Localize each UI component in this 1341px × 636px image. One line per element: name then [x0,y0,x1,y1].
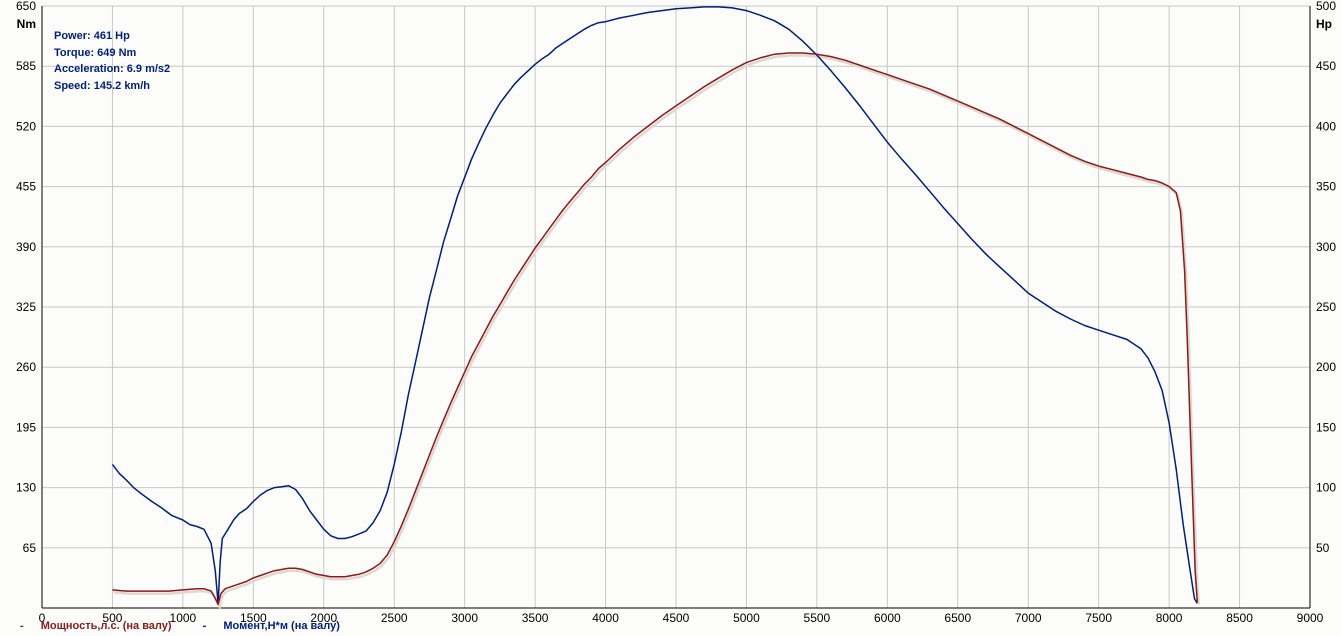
info-speed: Speed: 145.2 km/h [54,78,170,95]
plot-bg [0,0,1341,636]
y-right-tick-label: 500 [1316,0,1336,13]
y-left-tick-label: 260 [16,360,36,374]
x-tick-label: 9000 [1297,611,1324,625]
x-tick-label: 7500 [1085,611,1112,625]
y-left-tick-label: 650 [16,0,36,13]
chart-svg: 0500100015002000250030003500400045005000… [0,0,1341,636]
dyno-chart: 0500100015002000250030003500400045005000… [0,0,1341,636]
y-left-tick-label: 455 [16,180,36,194]
x-tick-label: 7000 [1015,611,1042,625]
y-right-tick-label: 200 [1316,360,1336,374]
x-tick-label: 4000 [592,611,619,625]
x-tick-label: 3500 [522,611,549,625]
legend-power: - Мощность,л.с. (на валу) [20,620,186,632]
y-right-tick-label: 50 [1316,541,1330,555]
x-tick-label: 3000 [451,611,478,625]
y-left-tick-label: 390 [16,240,36,254]
x-tick-label: 5000 [733,611,760,625]
x-tick-label: 8500 [1226,611,1253,625]
x-tick-label: 8000 [1156,611,1183,625]
legend: - Мощность,л.с. (на валу) - Момент,Н*м (… [20,620,368,632]
legend-torque: - Момент,Н*м (на валу) [203,620,354,632]
y-right-tick-label: 450 [1316,59,1336,73]
right-unit: Hp [1316,17,1332,31]
y-left-tick-label: 520 [16,119,36,133]
y-right-tick-label: 300 [1316,240,1336,254]
x-tick-label: 6000 [874,611,901,625]
x-tick-label: 6500 [944,611,971,625]
info-box: Power: 461 Hp Torque: 649 Nm Acceleratio… [54,28,170,94]
y-left-tick-label: 130 [16,481,36,495]
y-left-tick-label: 195 [16,420,36,434]
y-left-tick-label: 325 [16,300,36,314]
x-tick-label: 4500 [663,611,690,625]
info-accel: Acceleration: 6.9 m/s2 [54,61,170,78]
info-power: Power: 461 Hp [54,28,170,45]
left-unit: Nm [17,17,36,31]
x-tick-label: 2500 [381,611,408,625]
y-right-tick-label: 150 [1316,420,1336,434]
info-torque: Torque: 649 Nm [54,45,170,62]
y-left-tick-label: 65 [23,541,37,555]
y-left-tick-label: 585 [16,59,36,73]
y-right-tick-label: 400 [1316,119,1336,133]
x-tick-label: 5500 [804,611,831,625]
y-right-tick-label: 350 [1316,180,1336,194]
y-right-tick-label: 100 [1316,481,1336,495]
y-right-tick-label: 250 [1316,300,1336,314]
